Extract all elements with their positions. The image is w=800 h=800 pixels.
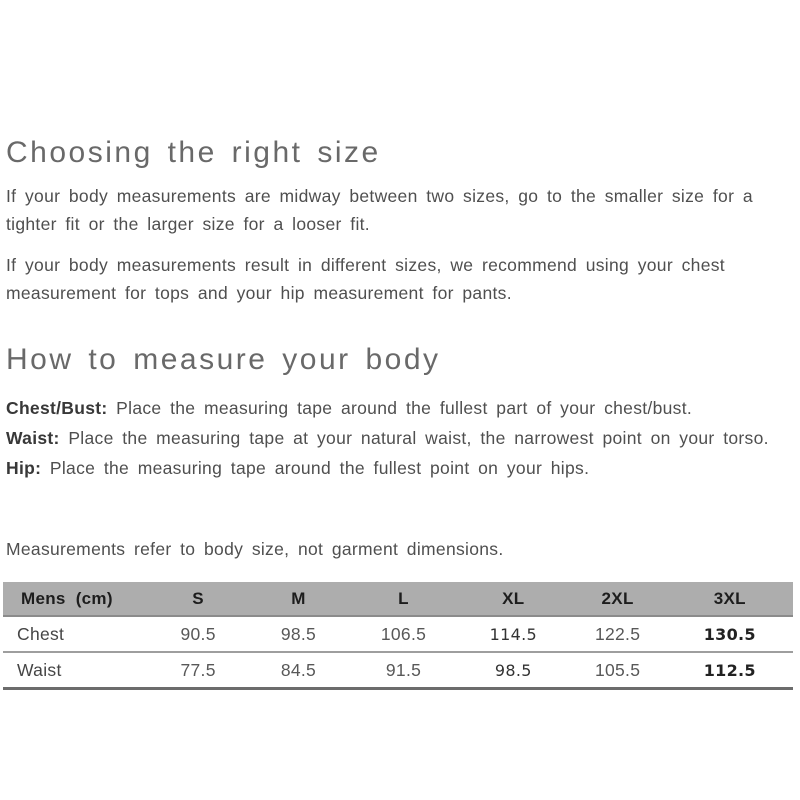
choosing-size-paragraph-2: If your body measurements result in diff… <box>6 255 725 303</box>
measurements-note: Measurements refer to body size, not gar… <box>6 539 504 559</box>
waist-value-l: 91.5 <box>349 652 459 690</box>
header-size-3xl: 3XL <box>666 582 793 617</box>
chest-value-2xl: 122.5 <box>568 616 667 653</box>
chest-value-m: 98.5 <box>247 616 349 653</box>
waist-value-3xl: 112.5 <box>666 652 793 690</box>
header-size-xl: XL <box>458 582 569 617</box>
measure-item-waist-text: Place the measuring tape at your natural… <box>68 428 769 448</box>
waist-value-2xl: 105.5 <box>568 652 667 690</box>
measure-item-waist-label: Waist: <box>6 428 60 448</box>
table-row-waist: Waist 77.5 84.5 91.5 98.5 105.5 112.5 <box>3 652 793 690</box>
chest-value-s: 90.5 <box>148 616 248 653</box>
choosing-size-title: Choosing the right size <box>6 136 381 169</box>
header-mens-cm: Mens (cm) <box>3 582 149 617</box>
measure-item-hip-label: Hip: <box>6 458 42 478</box>
table-row-chest: Chest 90.5 98.5 106.5 114.5 122.5 130.5 <box>3 616 793 653</box>
measure-item-chest-text: Place the measuring tape around the full… <box>116 398 693 418</box>
measure-item-hip-text: Place the measuring tape around the full… <box>49 458 590 478</box>
size-table-header-row: Mens (cm) S M L XL 2XL 3XL <box>3 582 793 617</box>
choosing-size-paragraph-1: If your body measurements are midway bet… <box>6 186 753 234</box>
measure-item-chest-label: Chest/Bust: <box>6 398 108 418</box>
row-label-chest: Chest <box>3 616 149 653</box>
measure-item-hip: Hip: Place the measuring tape around the… <box>6 453 794 483</box>
measure-body-title: How to measure your body <box>6 343 441 376</box>
header-size-2xl: 2XL <box>568 582 667 617</box>
size-guide-content: Choosing the right size If your body mea… <box>3 136 794 690</box>
header-size-m: M <box>247 582 349 617</box>
measure-item-waist: Waist: Place the measuring tape at your … <box>6 423 794 453</box>
mens-size-table: Mens (cm) S M L XL 2XL 3XL Chest 90.5 98… <box>3 582 793 690</box>
measure-item-chest: Chest/Bust: Place the measuring tape aro… <box>6 393 794 423</box>
waist-value-m: 84.5 <box>247 652 349 690</box>
waist-value-s: 77.5 <box>148 652 248 690</box>
row-label-waist: Waist <box>3 652 149 690</box>
waist-value-xl: 98.5 <box>458 652 569 690</box>
chest-value-l: 106.5 <box>349 616 459 653</box>
header-size-l: L <box>349 582 459 617</box>
header-size-s: S <box>148 582 248 617</box>
chest-value-xl: 114.5 <box>458 616 569 653</box>
chest-value-3xl: 130.5 <box>666 616 793 653</box>
